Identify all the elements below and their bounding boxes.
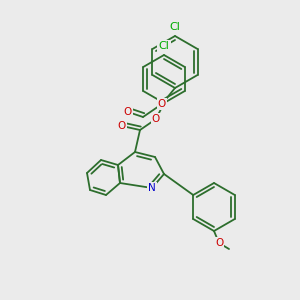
Text: O: O bbox=[215, 238, 223, 248]
Text: Cl: Cl bbox=[159, 41, 170, 51]
Text: N: N bbox=[148, 183, 156, 193]
Text: Cl: Cl bbox=[169, 22, 180, 32]
Text: O: O bbox=[158, 99, 166, 109]
Text: O: O bbox=[118, 121, 126, 131]
Text: O: O bbox=[124, 107, 132, 117]
Text: O: O bbox=[152, 114, 160, 124]
